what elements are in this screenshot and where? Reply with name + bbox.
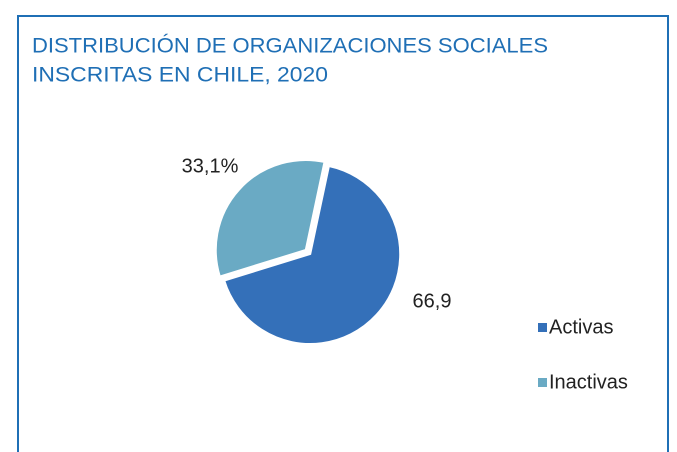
data-label: 33,1% bbox=[182, 155, 239, 177]
legend-label: Activas bbox=[549, 316, 613, 338]
pie-slice bbox=[214, 159, 326, 278]
legend-label: Inactivas bbox=[549, 371, 628, 393]
data-label: 66,9 bbox=[413, 290, 452, 312]
legend-swatch bbox=[538, 378, 547, 387]
chart-title: DISTRIBUCIÓN DE ORGANIZACIONES SOCIALES bbox=[32, 35, 548, 58]
legend-swatch bbox=[538, 323, 547, 332]
chart-title: INSCRITAS EN CHILE, 2020 bbox=[32, 64, 328, 87]
pie-slice bbox=[222, 164, 402, 345]
